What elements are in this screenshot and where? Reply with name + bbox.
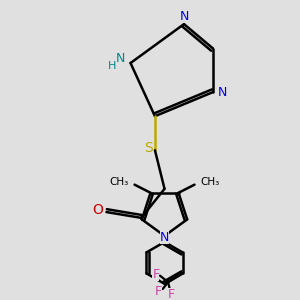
- Text: N: N: [179, 10, 189, 23]
- Text: H: H: [107, 61, 116, 71]
- Text: N: N: [160, 231, 169, 244]
- Text: N: N: [116, 52, 125, 65]
- Text: F: F: [152, 268, 160, 281]
- Text: F: F: [167, 288, 175, 300]
- Text: CH₃: CH₃: [110, 177, 129, 187]
- Text: O: O: [92, 203, 103, 217]
- Text: F: F: [154, 285, 161, 298]
- Text: S: S: [144, 141, 153, 155]
- Text: CH₃: CH₃: [200, 177, 220, 187]
- Text: N: N: [218, 85, 227, 99]
